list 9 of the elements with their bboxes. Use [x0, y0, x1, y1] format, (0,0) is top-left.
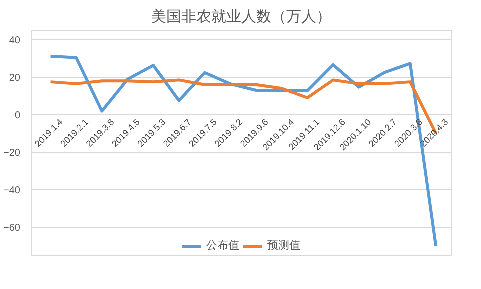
y-tick-label: −40	[4, 185, 21, 196]
y-tick-label: 20	[9, 72, 21, 84]
legend-label: 公布值	[206, 238, 240, 253]
legend-label: 预测值	[268, 238, 300, 253]
chart-title: 美国非农就业人数（万人）	[152, 8, 332, 26]
y-tick-label: −60	[4, 222, 21, 234]
y-tick-label: −20	[4, 148, 21, 159]
y-tick-label: 40	[9, 35, 21, 46]
y-tick-label: 0	[14, 110, 21, 122]
